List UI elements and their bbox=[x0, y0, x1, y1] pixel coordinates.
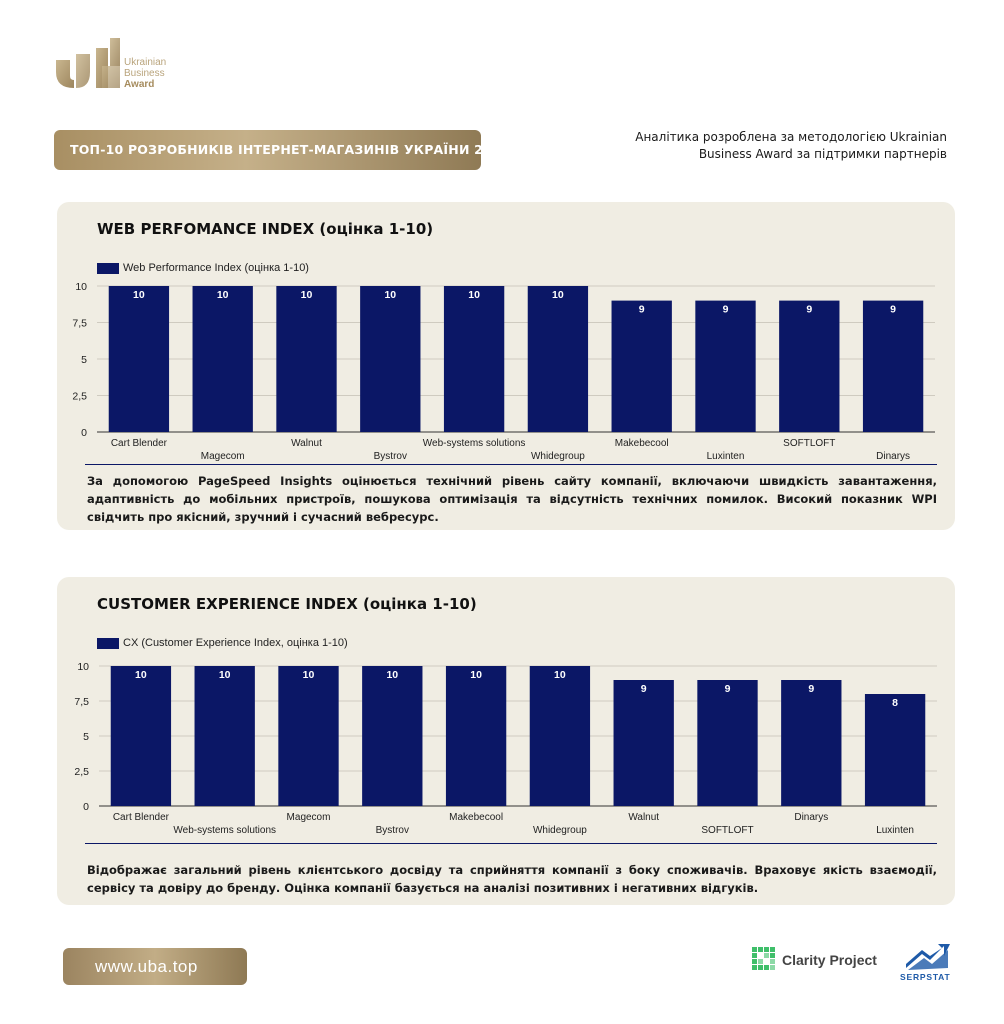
bar bbox=[360, 286, 421, 432]
bar-value-label: 10 bbox=[468, 289, 480, 301]
x-tick-label: Magecom bbox=[287, 812, 331, 823]
x-tick-label: Makebecool bbox=[449, 812, 503, 823]
x-tick-label: Magecom bbox=[201, 451, 245, 462]
bar bbox=[695, 300, 756, 432]
bar bbox=[864, 694, 926, 806]
bar bbox=[862, 300, 924, 432]
bar bbox=[781, 680, 842, 806]
clarity-project-label: Clarity Project bbox=[782, 952, 877, 968]
bar-value-label: 10 bbox=[384, 289, 396, 301]
divider bbox=[85, 464, 937, 465]
bar bbox=[445, 666, 507, 806]
bar bbox=[779, 300, 840, 432]
y-tick-label: 10 bbox=[77, 661, 89, 673]
web-performance-title: WEB PERFOMANCE INDEX (оцінка 1-10) bbox=[97, 220, 434, 238]
y-tick-label: 2,5 bbox=[72, 391, 87, 403]
bar bbox=[613, 680, 674, 806]
bar-value-label: 9 bbox=[725, 683, 731, 695]
x-tick-label: Whidegroup bbox=[533, 825, 587, 836]
x-tick-label: Luxinten bbox=[707, 451, 745, 462]
serpstat-logo-icon bbox=[906, 944, 950, 970]
legend-swatch bbox=[97, 637, 119, 649]
bar-value-label: 9 bbox=[723, 304, 729, 316]
bar-value-label: 10 bbox=[470, 669, 482, 681]
clarity-project-logo: Clarity Project bbox=[752, 947, 877, 973]
logo-line-2: Business bbox=[124, 68, 165, 79]
bar-value-label: 9 bbox=[806, 304, 812, 316]
x-tick-label: Luxinten bbox=[876, 825, 914, 836]
y-tick-label: 0 bbox=[83, 801, 89, 813]
y-tick-label: 5 bbox=[81, 354, 87, 366]
bar-value-label: 10 bbox=[301, 289, 313, 301]
logo-line-1: Ukrainian bbox=[124, 57, 167, 68]
bar-value-label: 10 bbox=[386, 669, 398, 681]
bar-value-label: 9 bbox=[639, 304, 645, 316]
bar bbox=[443, 286, 505, 432]
methodology-note: Аналітика розроблена за методологією Ukr… bbox=[635, 130, 947, 161]
customer-experience-title: CUSTOMER EXPERIENCE INDEX (оцінка 1-10) bbox=[97, 595, 477, 613]
bar bbox=[527, 286, 589, 432]
bar-value-label: 10 bbox=[303, 669, 315, 681]
customer-experience-chart: 0 2,5 5 7,5 10 10 Cart Blender 10 Web-systems so… bbox=[74, 661, 937, 836]
legend-label: Web Performance Index (оцінка 1-10) bbox=[123, 262, 309, 274]
bar bbox=[529, 666, 591, 806]
logo-line-3: Award bbox=[124, 79, 155, 90]
x-tick-label: Whidegroup bbox=[531, 451, 585, 462]
y-tick-label: 0 bbox=[81, 427, 87, 439]
bar-value-label: 9 bbox=[808, 683, 814, 695]
y-tick-label: 5 bbox=[83, 731, 89, 743]
x-tick-label: Bystrov bbox=[374, 451, 407, 462]
y-tick-label: 7,5 bbox=[72, 318, 87, 330]
bar bbox=[110, 666, 172, 806]
x-tick-label: SOFTLOFT bbox=[783, 438, 835, 449]
bar bbox=[611, 300, 672, 432]
x-tick-label: SOFTLOFT bbox=[701, 825, 753, 836]
legend-label: CX (Customer Experience Index, оцінка 1-… bbox=[123, 637, 348, 649]
bar-value-label: 10 bbox=[135, 669, 147, 681]
y-tick-label: 2,5 bbox=[74, 766, 89, 778]
bar bbox=[108, 286, 170, 432]
x-tick-label: Bystrov bbox=[376, 825, 409, 836]
x-tick-label: Cart Blender bbox=[113, 812, 170, 823]
bar bbox=[278, 666, 339, 806]
customer-experience-description: Відображає загальний рівень клієнтського… bbox=[87, 863, 937, 895]
bar bbox=[192, 286, 253, 432]
page-title-banner: ТОП-10 РОЗРОБНИКІВ ІНТЕРНЕТ-МАГАЗИНІВ УК… bbox=[54, 130, 510, 170]
bar-value-label: 8 bbox=[892, 697, 898, 709]
bar-value-label: 10 bbox=[217, 289, 229, 301]
x-tick-label: Dinarys bbox=[876, 451, 910, 462]
uba-logo-icon bbox=[56, 38, 120, 88]
bar-value-label: 10 bbox=[219, 669, 231, 681]
x-tick-label: Cart Blender bbox=[111, 438, 168, 449]
bar bbox=[697, 680, 758, 806]
bar-value-label: 9 bbox=[641, 683, 647, 695]
x-tick-label: Dinarys bbox=[794, 812, 828, 823]
serpstat-label: SERPSTAT bbox=[900, 972, 951, 982]
x-tick-label: Makebecool bbox=[615, 438, 669, 449]
web-performance-description: За допомогою PageSpeed Insights оцінюєть… bbox=[87, 474, 937, 524]
legend-swatch bbox=[97, 262, 119, 274]
bar-value-label: 9 bbox=[890, 304, 896, 316]
x-tick-label: Web-systems solutions bbox=[423, 438, 526, 449]
web-performance-legend: Web Performance Index (оцінка 1-10) bbox=[97, 262, 309, 274]
x-tick-label: Web-systems solutions bbox=[173, 825, 276, 836]
y-tick-label: 10 bbox=[75, 281, 87, 293]
x-tick-label: Walnut bbox=[291, 438, 322, 449]
logo-text: Ukrainian Business Award bbox=[124, 57, 166, 90]
customer-experience-panel: CUSTOMER EXPERIENCE INDEX (оцінка 1-10) … bbox=[57, 577, 955, 905]
bar bbox=[362, 666, 423, 806]
x-tick-label: Walnut bbox=[628, 812, 659, 823]
bar-value-label: 10 bbox=[133, 289, 145, 301]
bar-value-label: 10 bbox=[554, 669, 566, 681]
bar bbox=[194, 666, 255, 806]
web-performance-chart: 0 2,5 5 7,5 10 10 Cart Blender 10 Magecom 10 Walnu… bbox=[72, 281, 935, 462]
clarity-grid-icon bbox=[752, 947, 775, 970]
web-performance-panel: WEB PERFOMANCE INDEX (оцінка 1-10) Web P… bbox=[57, 202, 955, 530]
bar bbox=[276, 286, 337, 432]
website-link-button[interactable]: www.uba.top bbox=[63, 948, 247, 985]
y-tick-label: 7,5 bbox=[74, 696, 89, 708]
bar-value-label: 10 bbox=[552, 289, 564, 301]
customer-experience-legend: CX (Customer Experience Index, оцінка 1-… bbox=[97, 637, 348, 649]
divider bbox=[85, 843, 937, 844]
